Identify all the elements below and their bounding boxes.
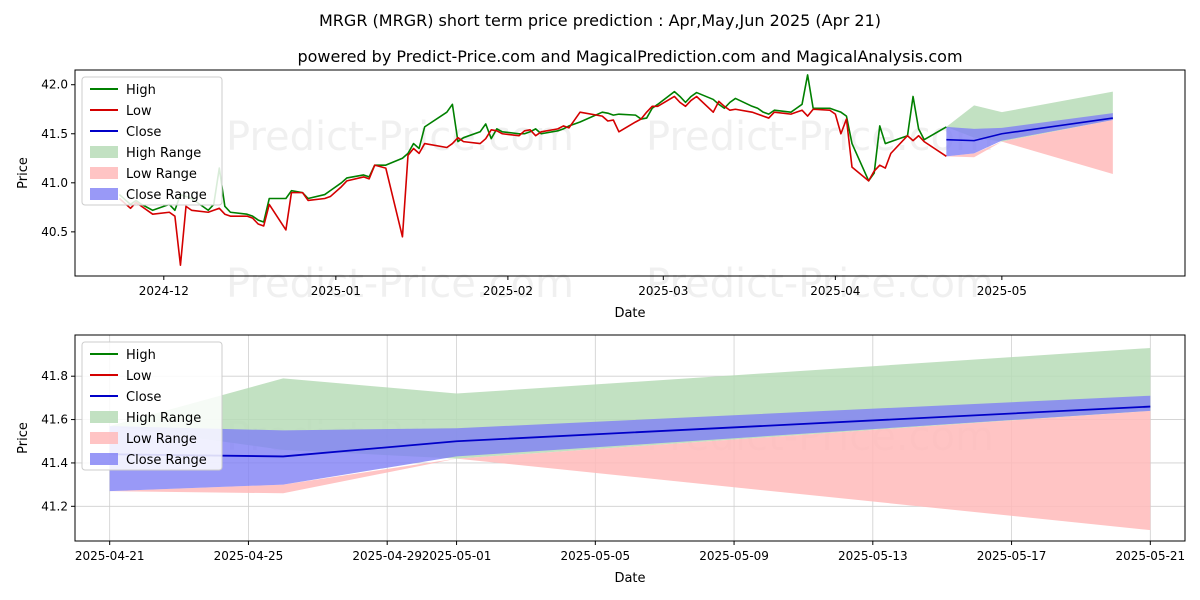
chart-subtitle: powered by Predict-Price.com and Magical… xyxy=(297,47,962,66)
legend-label: High Range xyxy=(126,146,201,161)
y-axis-label: Price xyxy=(16,157,31,189)
y-axis-label: Price xyxy=(16,422,31,454)
x-tick-label: 2025-04 xyxy=(810,284,860,298)
top-plot: Predict-Price.com Predict-Price.com Predic… xyxy=(16,69,1186,321)
x-tick-label: 2025-05-01 xyxy=(422,549,492,563)
y-tick-label: 41.2 xyxy=(41,499,68,513)
legend-swatch xyxy=(90,188,118,200)
legend-label: Low xyxy=(126,104,152,119)
x-tick-label: 2025-05-05 xyxy=(560,549,630,563)
x-axis-label: Date xyxy=(614,571,645,586)
low-range-band xyxy=(109,410,1151,531)
legend-label: High xyxy=(126,348,156,363)
x-tick-label: 2025-04-21 xyxy=(75,549,145,563)
x-tick-label: 2025-04-25 xyxy=(214,549,284,563)
x-tick-label: 2025-05-21 xyxy=(1115,549,1185,563)
watermark: Predict-Price.com xyxy=(646,261,994,307)
plot-area xyxy=(118,74,1113,267)
legend-swatch xyxy=(90,411,118,423)
chart-title: MRGR (MRGR) short term price prediction … xyxy=(319,11,881,30)
watermark: Predict-Price.com xyxy=(646,114,994,160)
low-range-band xyxy=(946,120,1113,174)
y-tick-label: 41.0 xyxy=(41,176,68,190)
x-tick-label: 2025-03 xyxy=(638,284,688,298)
legend-label: Low Range xyxy=(126,432,197,447)
x-tick-label: 2025-05-17 xyxy=(977,549,1047,563)
low-line xyxy=(118,95,947,267)
x-tick-label: 2025-05 xyxy=(977,284,1027,298)
bottom-plot: Predict-Price.comPredict-Price.com2025-0… xyxy=(16,334,1186,586)
legend-label: Low xyxy=(126,369,152,384)
legend-label: Close xyxy=(126,390,161,405)
watermark: Predict-Price.com xyxy=(226,114,574,160)
watermark: Predict-Price.com xyxy=(226,261,574,307)
y-tick-label: 41.8 xyxy=(41,369,68,383)
x-tick-label: 2025-02 xyxy=(483,284,533,298)
x-tick-label: 2025-05-13 xyxy=(838,549,908,563)
legend-label: Close Range xyxy=(126,453,207,468)
legend-label: High Range xyxy=(126,411,201,426)
close-line xyxy=(946,117,1113,142)
legend-swatch xyxy=(90,167,118,179)
legend: High Low Close High Range Low Range Close Ran… xyxy=(81,76,223,206)
legend-label: Low Range xyxy=(126,167,197,182)
y-tick-label: 41.4 xyxy=(41,456,68,470)
x-tick-label: 2025-04-29 xyxy=(352,549,422,563)
y-tick-label: 41.5 xyxy=(41,127,68,141)
legend-swatch xyxy=(90,432,118,444)
legend: High Low Close High Range Low Range Close Ran… xyxy=(81,341,223,471)
legend-swatch xyxy=(90,146,118,158)
x-axis-label: Date xyxy=(614,306,645,321)
legend-label: High xyxy=(126,83,156,98)
y-tick-label: 41.6 xyxy=(41,413,68,427)
x-tick-label: 2025-01 xyxy=(311,284,361,298)
legend-label: Close xyxy=(126,125,161,140)
legend-label: Close Range xyxy=(126,188,207,203)
high-line xyxy=(118,74,947,223)
y-tick-label: 42.0 xyxy=(41,78,68,92)
axes-frame xyxy=(74,69,1186,277)
y-tick-label: 40.5 xyxy=(41,225,68,239)
plot-area xyxy=(109,348,1151,531)
axes-frame xyxy=(74,334,1186,542)
legend-swatch xyxy=(90,453,118,465)
x-tick-label: 2024-12 xyxy=(139,284,189,298)
x-tick-label: 2025-05-09 xyxy=(699,549,769,563)
